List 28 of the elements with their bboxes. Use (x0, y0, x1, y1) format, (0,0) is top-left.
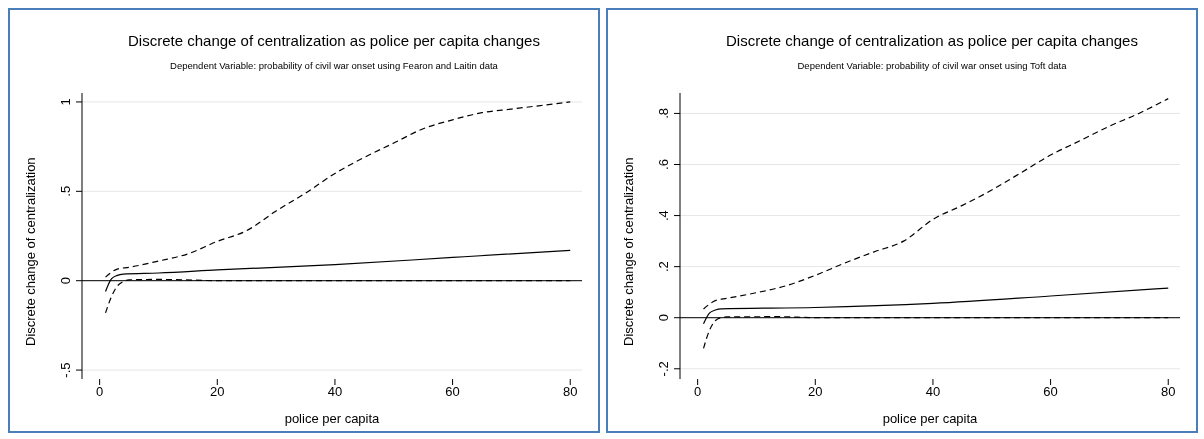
x-tick-label: 60 (445, 384, 460, 400)
y-tick-label: .8 (655, 108, 671, 119)
chart-subtitle: Dependent Variable: probability of civil war onset using Fearon and Laitin data (169, 60, 499, 71)
x-tick-label: 80 (1161, 384, 1176, 400)
y-tick-label: .6 (655, 159, 671, 170)
y-tick-label: 0 (57, 277, 73, 285)
y-axis-title: Discrete change of centralization (22, 157, 38, 346)
x-tick-label: 80 (563, 384, 578, 400)
x-tick-label: 0 (96, 384, 104, 400)
y-tick-label: -.2 (655, 361, 671, 377)
y-tick-label: 1 (57, 98, 73, 106)
chart-title: Discrete change of centralization as police per capita changes (725, 32, 1139, 49)
chart-title: Discrete change of centralization as police per capita changes (127, 32, 541, 49)
y-tick-label: .5 (57, 185, 73, 197)
x-tick-label: 20 (210, 384, 225, 400)
x-tick-label: 0 (694, 384, 702, 400)
x-tick-label: 40 (327, 384, 343, 400)
y-tick-label: -.5 (57, 362, 73, 378)
y-axis-title: Discrete change of centralization (620, 157, 636, 346)
y-tick-label: .2 (655, 261, 671, 273)
x-tick-label: 40 (925, 384, 941, 400)
y-tick-label: .4 (655, 210, 671, 221)
y-tick-label: 0 (655, 314, 671, 322)
x-tick-label: 20 (808, 384, 823, 400)
x-tick-label: 60 (1043, 384, 1058, 400)
x-axis-title: police per capita (284, 411, 381, 426)
x-axis-title: police per capita (882, 411, 979, 426)
chart-subtitle: Dependent Variable: probability of civil war onset using Toft data (796, 60, 1068, 71)
